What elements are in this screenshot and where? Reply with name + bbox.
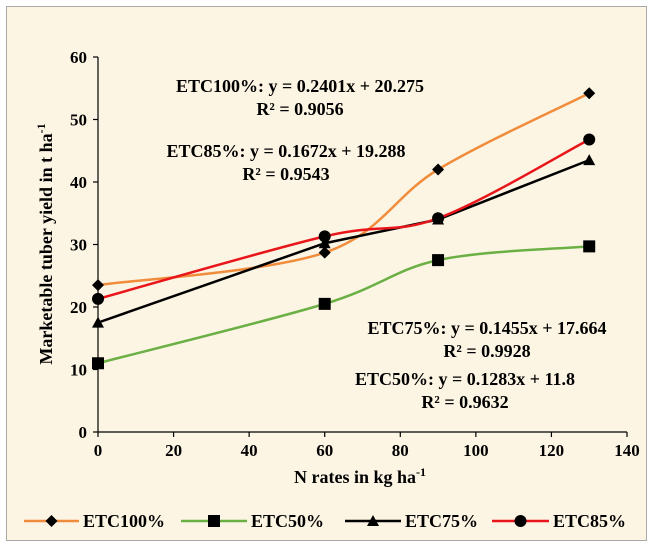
legend-label-etc50: ETC50% — [251, 511, 324, 531]
y-tick-label: 30 — [70, 236, 87, 255]
legend-marker-etc100 — [45, 515, 58, 527]
x-tick-label: 140 — [614, 441, 640, 460]
y-tick-label: 0 — [79, 423, 88, 442]
series-line-etc100 — [97, 92, 590, 287]
legend-label-etc85: ETC85% — [553, 511, 626, 531]
annotation-etc50-r2: R² = 0.9632 — [421, 392, 508, 412]
legend-item-etc75: ETC75% — [345, 511, 478, 531]
x-tick-label: 40 — [241, 441, 258, 460]
x-tick-label: 100 — [463, 441, 489, 460]
data-point-etc50 — [92, 357, 104, 370]
series-line-etc75 — [97, 158, 590, 324]
annotation-etc75: ETC75%: y = 0.1455x + 17.664 R² = 0.9928 — [367, 318, 606, 361]
annotation-etc100: ETC100%: y = 0.2401x + 20.275 R² = 0.905… — [176, 76, 424, 119]
y-tick-label: 10 — [70, 361, 87, 380]
series-etc100 — [92, 87, 596, 292]
legend-marker-etc85 — [514, 515, 527, 527]
data-point-etc50 — [583, 240, 596, 253]
legend-label-etc75: ETC75% — [405, 511, 478, 531]
y-tick-label: 60 — [70, 48, 87, 67]
annotation-etc75-equation: ETC75%: y = 0.1455x + 17.664 — [367, 318, 606, 338]
legend-label-etc100: ETC100% — [83, 511, 165, 531]
annotation-etc50-equation: ETC50%: y = 0.1283x + 11.8 — [355, 369, 575, 389]
data-point-etc50 — [318, 297, 331, 310]
y-tick-label: 50 — [70, 111, 87, 130]
series-etc50 — [92, 240, 596, 370]
annotation-etc85-r2: R² = 0.9543 — [242, 164, 329, 184]
y-axis-title: Marketable tuber yield in t ha-1 — [34, 123, 56, 364]
y-tick-label: 40 — [70, 173, 87, 192]
data-point-etc75 — [92, 316, 104, 328]
annotation-etc50: ETC50%: y = 0.1283x + 11.8 R² = 0.9632 — [355, 369, 575, 412]
data-point-etc100 — [432, 163, 445, 176]
legend-marker-etc50 — [208, 515, 220, 527]
data-point-etc85 — [318, 230, 331, 243]
series-etc75 — [92, 154, 596, 328]
data-point-etc100 — [583, 87, 596, 100]
legend-item-etc50: ETC50% — [181, 511, 324, 531]
annotation-etc100-r2: R² = 0.9056 — [256, 99, 343, 119]
annotation-etc85-equation: ETC85%: y = 0.1672x + 19.288 — [166, 141, 405, 161]
data-point-etc75 — [583, 154, 596, 166]
data-point-etc100 — [92, 279, 104, 292]
annotation-etc85: ETC85%: y = 0.1672x + 19.288 R² = 0.9543 — [166, 141, 405, 184]
series-line-etc50 — [97, 245, 590, 365]
x-tick-label: 60 — [316, 441, 333, 460]
data-point-etc85 — [583, 133, 596, 146]
x-tick-label: 80 — [392, 441, 409, 460]
x-tick-label: 120 — [539, 441, 565, 460]
legend: ETC100% ETC50% ETC75% ETC85% — [24, 511, 626, 531]
y-tick-label: 20 — [70, 298, 87, 317]
data-point-etc100 — [318, 246, 331, 259]
data-point-etc85 — [92, 292, 104, 305]
x-tick-label: 0 — [94, 441, 103, 460]
legend-item-etc100: ETC100% — [24, 511, 165, 531]
plot-area: 0 10 20 30 40 50 60 0 20 40 60 80 100 120 140 — [70, 48, 640, 460]
legend-marker-etc75 — [367, 515, 379, 526]
legend-item-etc85: ETC85% — [492, 511, 626, 531]
annotation-etc100-equation: ETC100%: y = 0.2401x + 20.275 — [176, 76, 424, 96]
series-etc85 — [92, 133, 596, 305]
data-point-etc85 — [432, 212, 445, 225]
data-point-etc75 — [318, 237, 331, 249]
x-axis-title: N rates in kg ha-1 — [294, 465, 426, 487]
series-line-etc85 — [97, 138, 590, 301]
chart-frame — [6, 6, 647, 541]
x-tick-label: 20 — [165, 441, 182, 460]
data-point-etc50 — [432, 254, 445, 267]
annotation-etc75-r2: R² = 0.9928 — [443, 341, 530, 361]
